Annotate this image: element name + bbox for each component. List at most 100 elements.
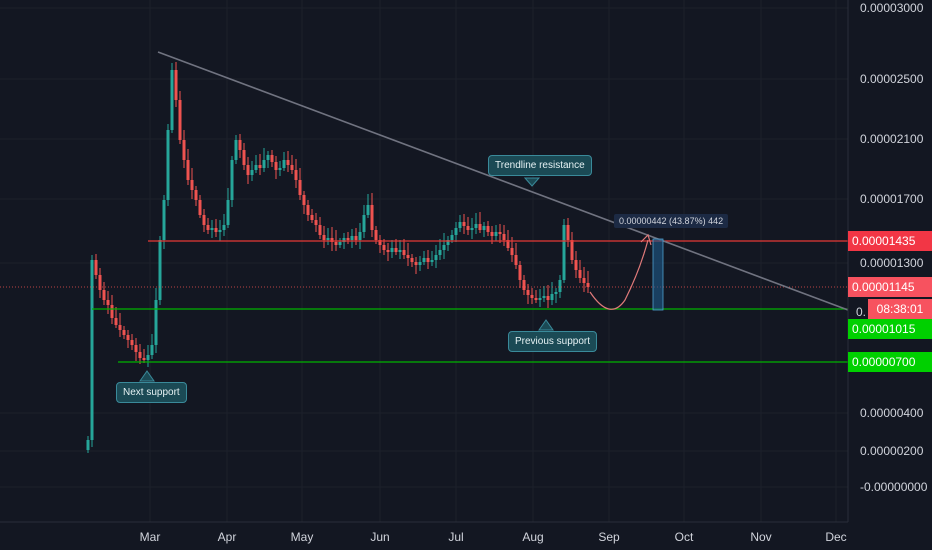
candle-body <box>354 236 358 240</box>
candle-body <box>422 258 426 262</box>
candle-body <box>370 205 374 230</box>
candle-body <box>234 140 238 160</box>
candle-body <box>226 200 230 225</box>
candle-body <box>538 298 542 300</box>
candle-body <box>306 205 310 215</box>
candle-body <box>206 225 210 230</box>
candle-body <box>466 226 470 230</box>
candle-body <box>478 224 482 230</box>
candle-body <box>390 248 394 252</box>
support1-price-tag: 0.00001015 <box>848 319 932 339</box>
candle-body <box>86 440 90 450</box>
resistance-price-tag: 0.00001435 <box>848 231 932 251</box>
x-tick-label: May <box>291 530 314 544</box>
candle-body <box>450 235 454 240</box>
y-tick-label: 0.00002500 <box>860 72 924 86</box>
candle-body <box>510 248 514 255</box>
candle-body <box>446 240 450 245</box>
candle-body <box>270 155 274 162</box>
measure-box <box>652 238 664 311</box>
x-tick-label: Dec <box>825 530 846 544</box>
candle-body <box>318 225 322 235</box>
candle-body <box>402 250 406 255</box>
candle-body <box>366 205 370 215</box>
candle-body <box>118 325 122 330</box>
candle-body <box>290 165 294 170</box>
y-tick-label: 0.00001300 <box>860 256 924 270</box>
candle-body <box>350 236 354 240</box>
candle-body <box>218 230 222 232</box>
next-support-callout-pointer <box>139 370 155 382</box>
y-tick-label: 0.00002100 <box>860 132 924 146</box>
projection-arrowhead <box>640 233 652 246</box>
candle-body <box>282 160 286 168</box>
candle-body <box>410 258 414 262</box>
x-tick-label: Jun <box>370 530 389 544</box>
candle-body <box>406 255 410 258</box>
candle-body <box>238 140 242 150</box>
candle-body <box>94 260 98 275</box>
candle-body <box>90 260 94 440</box>
candle-body <box>210 228 214 230</box>
candle-body <box>582 278 586 283</box>
candle-body <box>394 248 398 252</box>
candles <box>86 62 590 453</box>
candle-body <box>362 215 366 232</box>
candle-body <box>326 238 330 240</box>
candle-body <box>126 335 130 340</box>
candle-body <box>586 283 590 287</box>
x-axis-labels: Mar Apr May Jun Jul Aug Sep Oct Nov Dec <box>140 530 847 544</box>
countdown-tag: 08:38:01 <box>868 299 932 319</box>
candle-body <box>578 270 582 278</box>
candle-body <box>514 255 518 265</box>
candle-body <box>542 296 546 298</box>
candle-body <box>310 215 314 220</box>
candle-body <box>242 150 246 165</box>
candle-body <box>434 255 438 260</box>
support2-price-tag: 0.00000700 <box>848 352 932 372</box>
candle-body <box>490 232 494 236</box>
candle-body <box>134 345 138 352</box>
candle-body <box>374 230 378 240</box>
previous-support-callout-pointer <box>538 319 554 331</box>
next-support-callout: Next support <box>116 382 187 403</box>
candle-body <box>526 290 530 295</box>
y-tick-label: 0.00000400 <box>860 406 924 420</box>
candle-body <box>214 228 218 232</box>
candle-body <box>170 70 174 130</box>
candle-body <box>482 226 486 230</box>
candle-body <box>182 140 186 160</box>
candle-body <box>294 170 298 180</box>
candle-body <box>202 215 206 225</box>
candle-body <box>458 222 462 228</box>
candle-body <box>546 296 550 300</box>
trendline-callout-pointer <box>523 177 541 187</box>
candle-body <box>418 262 422 265</box>
candle-body <box>334 242 338 245</box>
candle-body <box>398 250 402 252</box>
candle-body <box>506 240 510 248</box>
x-tick-label: Aug <box>522 530 543 544</box>
x-tick-label: Jul <box>448 530 463 544</box>
candle-body <box>322 235 326 240</box>
candle-body <box>442 245 446 250</box>
candle-body <box>314 220 318 225</box>
candle-body <box>462 222 466 226</box>
candle-body <box>438 250 442 255</box>
y-axis-labels: 0.00003000 0.00002500 0.00002100 0.00001700… <box>860 1 928 494</box>
candle-body <box>302 195 306 205</box>
x-tick-label: Sep <box>598 530 620 544</box>
candle-body <box>158 240 162 300</box>
candle-body <box>130 340 134 345</box>
candle-body <box>378 240 382 245</box>
candle-body <box>534 298 538 300</box>
candle-body <box>114 318 118 325</box>
candle-body <box>154 300 158 345</box>
candle-body <box>186 160 190 180</box>
candle-body <box>346 238 350 240</box>
candle-body <box>426 258 430 262</box>
projection-curve <box>589 239 649 310</box>
x-tick-label: Nov <box>750 530 771 544</box>
candle-body <box>554 292 558 294</box>
